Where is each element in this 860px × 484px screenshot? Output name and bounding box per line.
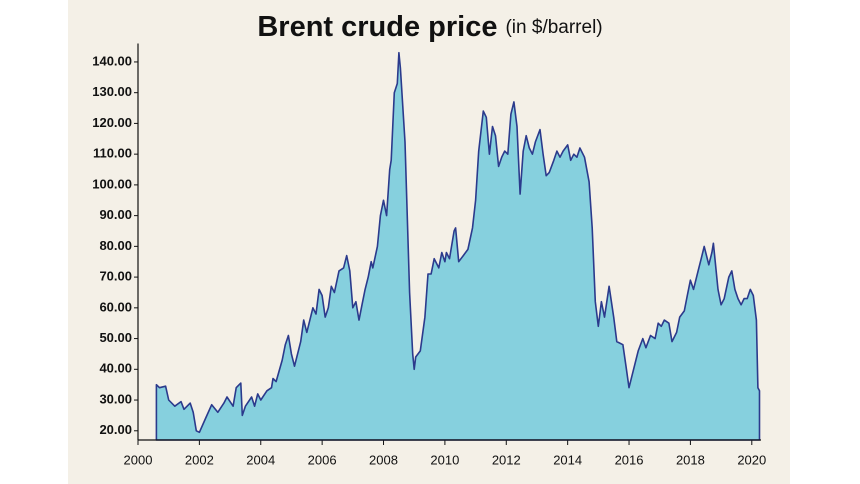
x-tick-label: 2004 [246,452,275,467]
x-tick-label: 2012 [492,452,521,467]
chart-heading: Brent crude price (in $/barrel) [257,11,602,43]
price-area [155,51,761,441]
chart-title: Brent crude price [257,11,497,43]
y-tick-label: 30.00 [99,391,132,406]
y-tick-label: 110.00 [93,146,132,161]
y-tick-label: 130.00 [92,84,132,99]
y-tick-label: 70.00 [99,269,132,284]
x-tick-label: 2016 [615,452,644,467]
x-tick-label: 2002 [185,452,214,467]
x-tick-label: 2006 [308,452,337,467]
y-tick-label: 20.00 [99,422,132,437]
chart-subtitle: (in $/barrel) [505,17,602,38]
x-tick-label: 2010 [430,452,459,467]
x-tick-label: 2000 [124,452,153,467]
y-tick-label: 140.00 [92,53,132,68]
y-tick-label: 40.00 [99,361,132,376]
x-tick-label: 2018 [676,452,705,467]
y-tick-label: 90.00 [99,207,132,222]
y-tick-label: 50.00 [99,330,132,345]
y-tick-label: 60.00 [99,299,132,314]
x-tick-label: 2008 [369,452,398,467]
x-tick-label: 2014 [553,452,582,467]
y-tick-label: 100.00 [92,176,132,191]
x-tick-label: 2020 [737,452,766,467]
y-tick-label: 120.00 [92,115,132,130]
y-tick-label: 80.00 [99,238,132,253]
